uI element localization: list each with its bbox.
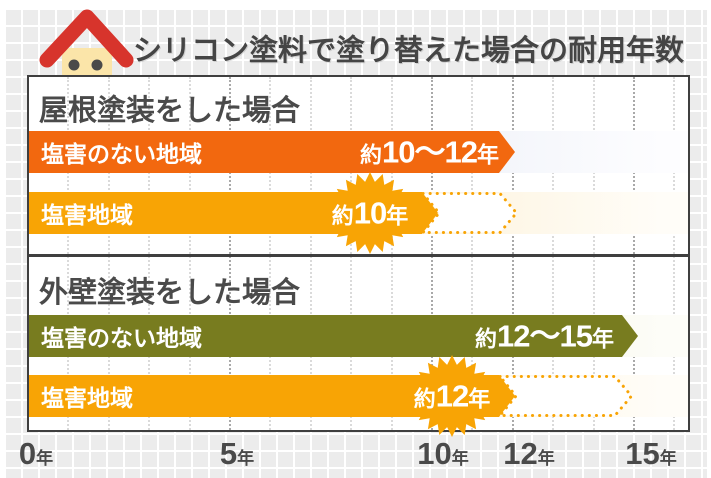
- section-divider: [27, 254, 690, 257]
- gridline-year-10: [431, 77, 433, 430]
- gridline-year-2: [107, 77, 110, 430]
- page-title: シリコン塗料で塗り替えた場合の耐用年数: [133, 35, 685, 67]
- bar-label: 塩害のない地域: [41, 325, 202, 351]
- year-gridlines: [29, 77, 688, 430]
- gridline-year-13: [552, 77, 555, 430]
- dashed-extension-arrow: [499, 375, 633, 417]
- gridline-year-15: [633, 77, 635, 430]
- section-heading-wall: 外壁塗装をした場合: [39, 277, 301, 309]
- house-eye-right: [91, 59, 103, 71]
- dashed-extension-arrow: [422, 192, 518, 234]
- section-heading-roof: 屋根塗装をした場合: [39, 95, 301, 127]
- gridline-year-12: [511, 77, 514, 430]
- tick-label-5: 5年: [219, 436, 255, 471]
- bar-roof-no-salt: 塩害のない地域 約10〜12年: [29, 131, 515, 173]
- bar-value: 約12〜15年: [475, 318, 614, 354]
- gridline-year-14: [592, 77, 595, 430]
- tick-label-10: 10年: [417, 436, 469, 471]
- bar-value: 約10〜12年: [360, 134, 499, 170]
- bar-wall-salt: 塩害地域: [29, 375, 515, 417]
- chart-panel: 屋根塗装をした場合 塩害のない地域 約10〜12年 塩害地域 約10年 外壁塗装…: [27, 75, 690, 437]
- gridline-year-9: [390, 77, 393, 430]
- house-eye-left: [68, 59, 80, 71]
- house-roof: [39, 9, 134, 68]
- bar-value: 約12年: [413, 378, 491, 414]
- bar-wall-no-salt: 塩害のない地域 約12〜15年: [29, 315, 638, 357]
- gridline-year-1: [67, 77, 70, 430]
- gridline-year-6: [269, 77, 272, 430]
- gridline-year-3: [148, 77, 151, 430]
- bar-label: 塩害地域: [41, 385, 133, 411]
- gridline-year-11: [471, 77, 474, 430]
- bar-label: 塩害のない地域: [41, 141, 202, 167]
- gridline-year-5: [229, 77, 231, 430]
- bar-roof-salt: 塩害地域: [29, 192, 438, 234]
- tick-label-12: 12年: [503, 436, 555, 471]
- gridline-year-16: [673, 77, 676, 430]
- gridline-year-7: [309, 77, 312, 430]
- tick-label-0: 0年: [18, 436, 54, 471]
- tick-label-15: 15年: [625, 436, 677, 471]
- gridline-year-4: [188, 77, 191, 430]
- gridline-year-8: [350, 77, 353, 430]
- bar-label: 塩害地域: [41, 202, 133, 228]
- bar-value: 約10年: [331, 195, 409, 231]
